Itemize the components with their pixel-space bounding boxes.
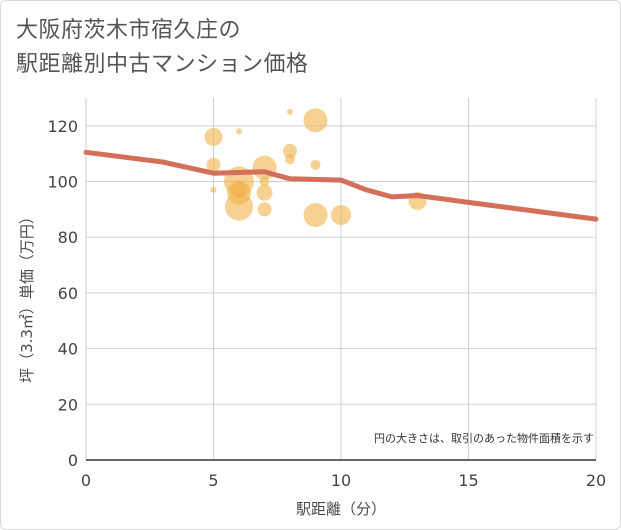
chart-title: 大阪府茨木市宿久庄の 駅距離別中古マンション価格 xyxy=(16,14,309,82)
y-axis-ticks: 0 20 40 60 80 100 120 xyxy=(47,117,78,470)
x-tick-label: 15 xyxy=(458,471,478,490)
bubble-point xyxy=(210,186,217,193)
y-tick-label: 80 xyxy=(58,228,78,247)
bubble-point xyxy=(256,184,273,201)
bubble-point xyxy=(257,202,272,217)
y-tick-label: 0 xyxy=(68,451,78,470)
y-axis-title: 坪（3.3㎡）単価（万円） xyxy=(18,209,36,383)
bubble-point xyxy=(303,202,328,227)
y-tick-label: 60 xyxy=(58,284,78,303)
bubble-point xyxy=(204,127,223,146)
bubble-point xyxy=(225,192,253,221)
bubble-point xyxy=(283,143,297,158)
bubble-point xyxy=(206,157,221,172)
y-tick-label: 20 xyxy=(58,395,78,414)
x-axis-title: 駅距離（分） xyxy=(296,500,386,518)
x-tick-label: 10 xyxy=(331,471,351,490)
bubble-point xyxy=(285,154,295,165)
y-tick-label: 100 xyxy=(47,173,78,192)
x-tick-label: 0 xyxy=(81,471,91,490)
y-tick-label: 40 xyxy=(58,340,78,359)
trend-line xyxy=(83,149,599,222)
bubble-point xyxy=(310,159,321,170)
grid-lines xyxy=(85,98,597,460)
size-legend-note: 円の大きさは、取引のあった物件面積を示す xyxy=(374,431,594,445)
bubble-point xyxy=(287,108,293,115)
bubble-point xyxy=(303,108,328,133)
x-tick-label: 20 xyxy=(586,471,606,490)
chart-title-line-2: 駅距離別中古マンション価格 xyxy=(16,52,309,77)
x-tick-label: 5 xyxy=(208,471,218,490)
bubble-point xyxy=(259,176,270,187)
bubble-point xyxy=(236,128,242,135)
bubble-point xyxy=(331,204,351,225)
x-axis-ticks: 0 5 10 15 20 xyxy=(81,471,606,490)
y-tick-label: 120 xyxy=(47,117,78,136)
chart-title-line-1: 大阪府茨木市宿久庄の xyxy=(16,18,242,43)
